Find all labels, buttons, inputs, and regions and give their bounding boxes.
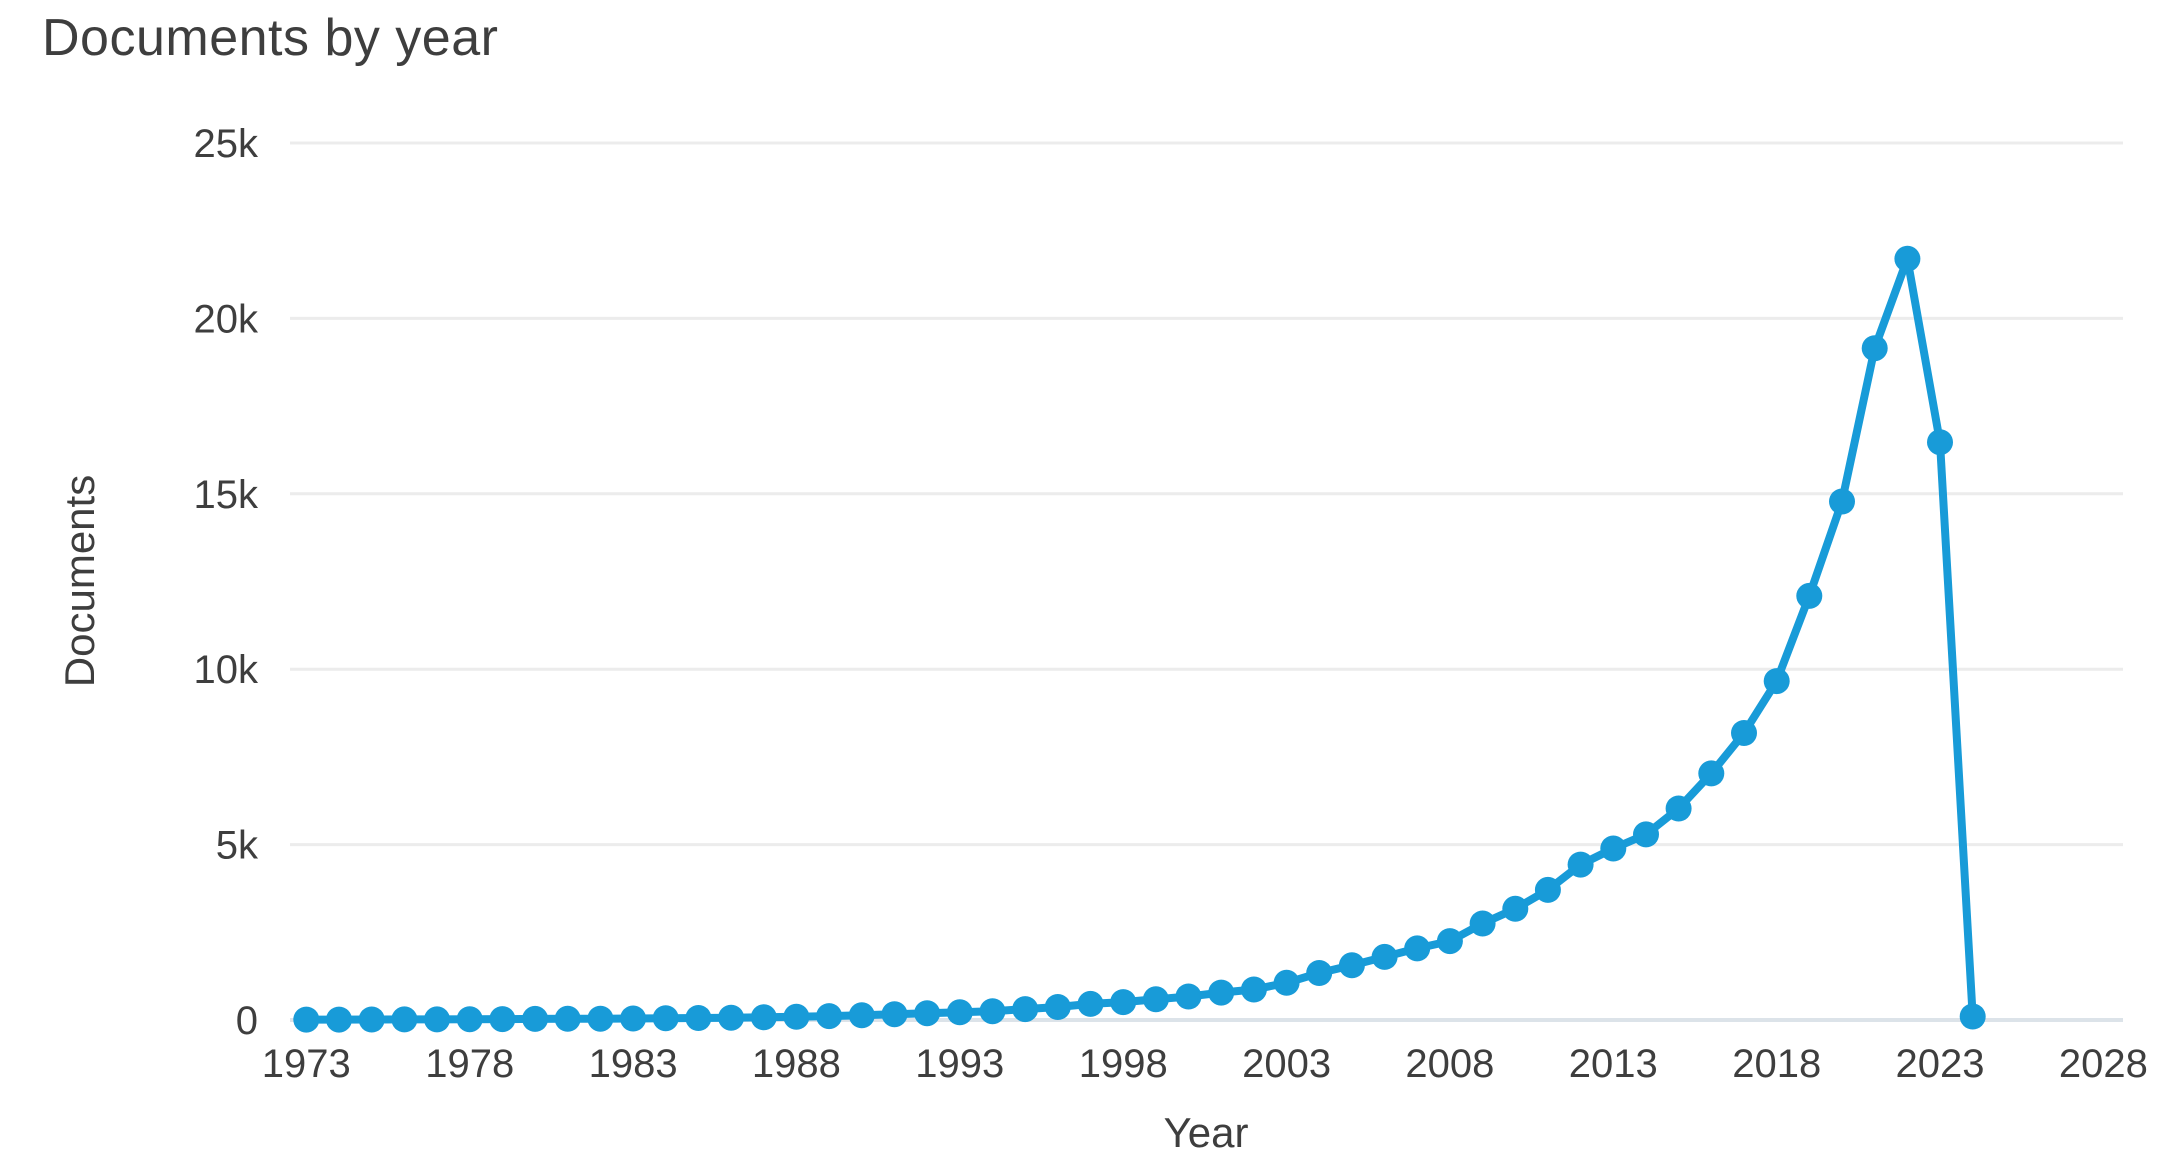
x-tick-label: 2003: [1242, 1042, 1331, 1086]
data-point-2006[interactable]: [1371, 943, 1398, 970]
data-point-2009[interactable]: [1469, 910, 1496, 937]
data-point-2023[interactable]: [1927, 429, 1953, 456]
x-axis-title: Year: [1163, 1109, 1249, 1156]
y-tick-label: 25k: [194, 122, 259, 166]
chart-title: Documents by year: [42, 9, 499, 67]
data-point-1974[interactable]: [326, 1006, 352, 1033]
data-point-2021[interactable]: [1861, 335, 1888, 362]
data-point-2020[interactable]: [1829, 488, 1855, 515]
data-point-2016[interactable]: [1698, 760, 1725, 787]
x-tick-label: 1983: [589, 1042, 678, 1086]
data-point-1988[interactable]: [783, 1003, 810, 1030]
data-point-1986[interactable]: [718, 1004, 745, 1031]
data-point-2010[interactable]: [1502, 895, 1529, 922]
data-point-1998[interactable]: [1110, 989, 1137, 1016]
data-point-1991[interactable]: [881, 1001, 908, 1028]
data-point-1983[interactable]: [620, 1005, 647, 1032]
x-tick-label: 2018: [1732, 1042, 1821, 1086]
y-tick-label: 5k: [216, 824, 259, 868]
data-point-1976[interactable]: [391, 1006, 418, 1033]
data-point-1994[interactable]: [979, 998, 1006, 1025]
data-point-1978[interactable]: [456, 1006, 483, 1033]
x-tick-label: 1978: [425, 1042, 514, 1086]
data-point-1992[interactable]: [914, 1000, 941, 1027]
data-point-1999[interactable]: [1142, 986, 1169, 1013]
data-point-1980[interactable]: [522, 1005, 549, 1032]
y-tick-label: 20k: [194, 297, 259, 341]
data-point-2011[interactable]: [1534, 876, 1561, 903]
data-point-2018[interactable]: [1763, 668, 1790, 695]
data-point-2017[interactable]: [1731, 720, 1757, 746]
data-point-2005[interactable]: [1338, 952, 1365, 979]
data-point-2008[interactable]: [1436, 928, 1463, 955]
y-tick-label: 15k: [194, 473, 259, 517]
data-point-1984[interactable]: [652, 1005, 679, 1032]
data-point-1973[interactable]: [293, 1006, 320, 1033]
x-tick-label: 2013: [1569, 1042, 1658, 1086]
x-tick-label: 1988: [752, 1042, 841, 1086]
x-tick-label: 2023: [1896, 1042, 1985, 1086]
data-point-2019[interactable]: [1796, 582, 1823, 609]
data-point-1975[interactable]: [358, 1006, 385, 1033]
data-point-2007[interactable]: [1404, 935, 1431, 962]
data-point-2013[interactable]: [1600, 835, 1627, 862]
data-point-2015[interactable]: [1665, 795, 1692, 822]
data-point-1997[interactable]: [1077, 990, 1104, 1017]
y-tick-label: 10k: [194, 648, 259, 692]
data-point-1995[interactable]: [1012, 996, 1039, 1023]
y-tick-label: 0: [236, 999, 258, 1043]
x-tick-label: 1998: [1079, 1042, 1168, 1086]
data-point-1993[interactable]: [946, 999, 973, 1026]
data-point-2014[interactable]: [1633, 821, 1659, 848]
x-tick-label: 2028: [2059, 1042, 2148, 1086]
data-point-1987[interactable]: [750, 1004, 777, 1031]
x-tick-label: 1973: [262, 1042, 351, 1086]
data-point-2022[interactable]: [1894, 245, 1921, 272]
data-point-2003[interactable]: [1273, 969, 1300, 996]
data-point-1990[interactable]: [848, 1002, 875, 1029]
data-point-2000[interactable]: [1175, 983, 1202, 1010]
series-line: [302, 254, 1977, 1024]
data-point-1985[interactable]: [685, 1005, 712, 1031]
data-point-1981[interactable]: [554, 1005, 581, 1032]
data-point-2002[interactable]: [1240, 976, 1267, 1003]
data-point-2012[interactable]: [1567, 851, 1594, 878]
data-point-1977[interactable]: [424, 1006, 450, 1033]
data-point-1989[interactable]: [816, 1003, 843, 1030]
data-point-2001[interactable]: [1208, 979, 1235, 1006]
data-point-2024[interactable]: [1959, 1003, 1986, 1030]
data-point-1996[interactable]: [1044, 994, 1071, 1020]
x-tick-label: 2008: [1405, 1042, 1494, 1086]
x-tick-label: 1993: [915, 1042, 1004, 1086]
data-point-2004[interactable]: [1306, 960, 1333, 986]
data-point-1979[interactable]: [489, 1006, 516, 1033]
data-point-1982[interactable]: [587, 1005, 614, 1032]
